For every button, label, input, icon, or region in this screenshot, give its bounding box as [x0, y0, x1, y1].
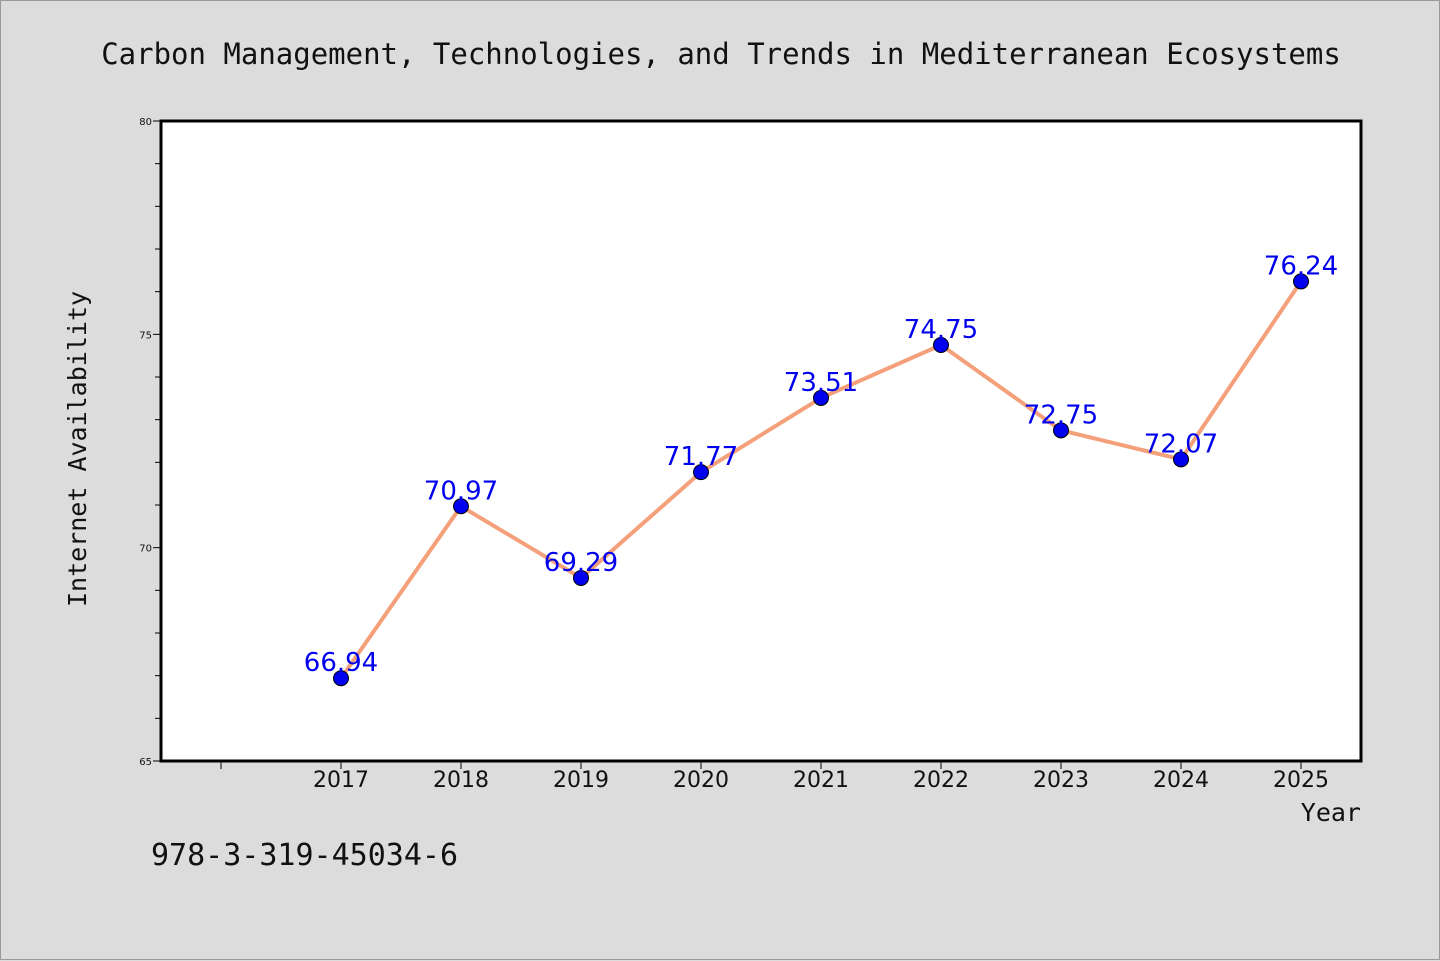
- data-point: [1053, 422, 1069, 439]
- data-point: [1293, 273, 1309, 290]
- x-tick-label: 2017: [313, 768, 369, 793]
- data-label: 72.75: [1024, 400, 1098, 430]
- y-tick-label: 65: [139, 757, 152, 768]
- data-label: 66.94: [304, 648, 378, 678]
- series-group: 66.94 70.97 69.29 71.77 73.51 74.75 72.75 72.07…: [304, 251, 1338, 687]
- x-tick-label: 2021: [793, 768, 849, 793]
- y-axis-label: Internet Availability: [63, 291, 92, 607]
- x-tick-label: 2023: [1033, 768, 1089, 793]
- x-axis-ticks: 2017 2018 2019 2020 2021 2022 2023 2024 2025: [220, 761, 1329, 793]
- data-label: 72.07: [1144, 429, 1218, 459]
- data-point: [573, 569, 589, 586]
- y-tick-label: 80: [139, 117, 152, 128]
- data-point: [693, 464, 709, 481]
- data-point: [333, 670, 349, 687]
- data-label: 74.75: [904, 315, 978, 345]
- data-label: 70.97: [424, 476, 498, 506]
- data-point: [813, 389, 829, 406]
- data-label: 71.77: [664, 442, 738, 472]
- data-label: 76.24: [1264, 251, 1338, 281]
- isbn-text: 978-3-319-45034-6: [151, 838, 458, 873]
- data-point: [933, 337, 949, 353]
- data-label: 69.29: [544, 548, 618, 578]
- data-point: [453, 498, 469, 515]
- y-axis-ticks: 65 70 75 80: [139, 117, 161, 768]
- x-tick-label: 2019: [553, 768, 609, 793]
- x-tick-label: 2024: [1153, 768, 1209, 793]
- plot-area: [159, 119, 1363, 763]
- x-tick-label: 2025: [1273, 768, 1329, 793]
- x-tick-label: 2018: [433, 768, 489, 793]
- y-tick-label: 70: [139, 544, 152, 555]
- chart-title: Carbon Management, Technologies, and Tre…: [101, 37, 1341, 71]
- data-point: [1173, 451, 1189, 468]
- x-tick-label: 2020: [673, 768, 729, 793]
- y-tick-label: 75: [139, 330, 152, 341]
- data-label: 73.51: [784, 368, 858, 398]
- x-tick-label: 2022: [913, 768, 969, 793]
- x-axis-label: Year: [1301, 798, 1361, 827]
